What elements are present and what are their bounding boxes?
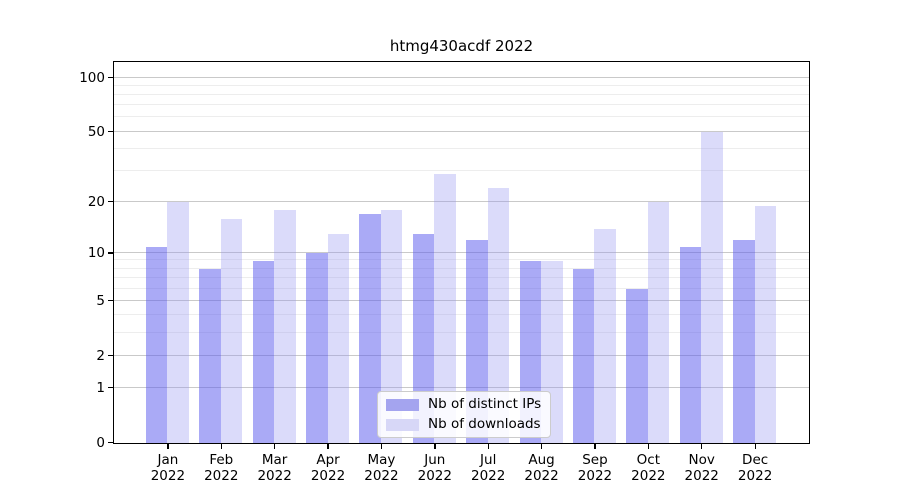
y-tick-label-50: 50 bbox=[87, 123, 105, 140]
gridline-minor-60 bbox=[114, 116, 809, 118]
legend: Nb of distinct IPs Nb of downloads bbox=[377, 391, 552, 438]
bar-nb-of-downloads-nov bbox=[701, 132, 723, 443]
bar-nb-of-distinct-ips-may bbox=[359, 214, 381, 443]
x-tick-mark-may bbox=[380, 444, 383, 449]
x-tick-mark-apr bbox=[327, 444, 329, 449]
x-tick-label-mar: Mar 2022 bbox=[257, 452, 292, 484]
x-tick-mark-jul bbox=[487, 444, 489, 449]
gridline-minor-6 bbox=[114, 287, 809, 289]
x-tick-mark-oct bbox=[647, 444, 650, 449]
x-tick-label-sep: Sep 2022 bbox=[577, 452, 613, 484]
gridline-minor-90 bbox=[114, 84, 809, 86]
gridline-major-100 bbox=[114, 76, 809, 78]
bar-nb-of-distinct-ips-jun bbox=[412, 234, 435, 443]
legend-label-distinct-ips: Nb of distinct IPs bbox=[428, 396, 542, 412]
gridline-minor-8 bbox=[114, 267, 809, 269]
gridline-minor-80 bbox=[114, 93, 809, 95]
x-tick-label-jan: Jan 2022 bbox=[150, 452, 186, 484]
x-tick-label-may: May 2022 bbox=[364, 452, 399, 484]
bar-nb-of-downloads-mar bbox=[274, 210, 296, 443]
bar-nb-of-downloads-dec bbox=[754, 206, 777, 443]
x-tick-mark-feb bbox=[220, 444, 222, 449]
x-tick-label-aug: Aug 2022 bbox=[524, 452, 559, 484]
gridline-minor-40 bbox=[114, 147, 809, 149]
gridline-minor-9 bbox=[114, 259, 809, 261]
legend-label-downloads: Nb of downloads bbox=[428, 416, 541, 432]
y-tick-label-1: 1 bbox=[96, 379, 105, 396]
gridline-minor-7 bbox=[114, 277, 809, 279]
gridline-major-5 bbox=[114, 299, 809, 301]
chart-title: htmg430acdf 2022 bbox=[389, 37, 534, 55]
y-tick-label-10: 10 bbox=[87, 244, 105, 261]
y-tick-label-2: 2 bbox=[96, 347, 105, 364]
bar-nb-of-downloads-sep bbox=[594, 228, 616, 443]
x-tick-label-feb: Feb 2022 bbox=[204, 452, 239, 484]
bar-nb-of-distinct-ips-dec bbox=[733, 240, 755, 443]
gridline-major-20 bbox=[114, 200, 809, 202]
x-tick-label-apr: Apr 2022 bbox=[310, 452, 346, 484]
bar-nb-of-distinct-ips-nov bbox=[679, 246, 702, 443]
legend-item-distinct-ips: Nb of distinct IPs bbox=[386, 397, 541, 412]
x-tick-label-jul: Jul 2022 bbox=[471, 452, 506, 484]
gridline-major-50 bbox=[114, 130, 809, 132]
x-tick-mark-aug bbox=[540, 444, 543, 449]
bar-nb-of-downloads-jan bbox=[167, 202, 189, 443]
bar-nb-of-distinct-ips-jan bbox=[145, 246, 168, 443]
x-tick-label-jun: Jun 2022 bbox=[417, 452, 452, 484]
x-tick-mark-nov bbox=[701, 444, 703, 449]
x-tick-mark-mar bbox=[274, 444, 276, 449]
x-tick-label-oct: Oct 2022 bbox=[631, 452, 666, 484]
bar-nb-of-downloads-jul bbox=[487, 188, 510, 443]
bar-nb-of-downloads-apr bbox=[327, 234, 350, 443]
y-tick-label-5: 5 bbox=[96, 292, 105, 309]
x-tick-mark-sep bbox=[594, 444, 596, 449]
gridline-minor-70 bbox=[114, 104, 809, 106]
x-tick-label-nov: Nov 2022 bbox=[684, 452, 719, 484]
x-tick-label-dec: Dec 2022 bbox=[737, 452, 773, 484]
gridline-minor-3 bbox=[114, 331, 809, 333]
bar-nb-of-distinct-ips-sep bbox=[572, 269, 595, 443]
legend-item-downloads: Nb of downloads bbox=[386, 417, 541, 432]
bar-nb-of-downloads-feb bbox=[220, 218, 243, 443]
legend-swatch-distinct-ips bbox=[386, 398, 419, 411]
bar-nb-of-distinct-ips-oct bbox=[626, 289, 648, 443]
x-tick-mark-jun bbox=[434, 444, 436, 449]
gridline-minor-4 bbox=[114, 314, 809, 316]
bar-nb-of-downloads-oct bbox=[647, 202, 670, 443]
plot-area bbox=[113, 61, 810, 444]
bar-nb-of-downloads-may bbox=[380, 210, 403, 443]
x-tick-mark-dec bbox=[754, 444, 756, 449]
gridline-minor-30 bbox=[114, 169, 809, 171]
gridline-major-1 bbox=[114, 386, 809, 388]
gridline-major-10 bbox=[114, 251, 809, 253]
bar-nb-of-distinct-ips-mar bbox=[252, 260, 275, 443]
x-tick-mark-jan bbox=[167, 444, 169, 449]
y-tick-label-20: 20 bbox=[87, 193, 105, 210]
gridline-major-2 bbox=[114, 354, 809, 356]
legend-swatch-downloads bbox=[386, 418, 419, 431]
bar-nb-of-downloads-jun bbox=[434, 174, 456, 443]
y-tick-label-0: 0 bbox=[96, 434, 105, 451]
bar-nb-of-distinct-ips-feb bbox=[199, 269, 221, 443]
bar-nb-of-distinct-ips-apr bbox=[306, 253, 328, 443]
y-tick-label-100: 100 bbox=[79, 69, 105, 86]
